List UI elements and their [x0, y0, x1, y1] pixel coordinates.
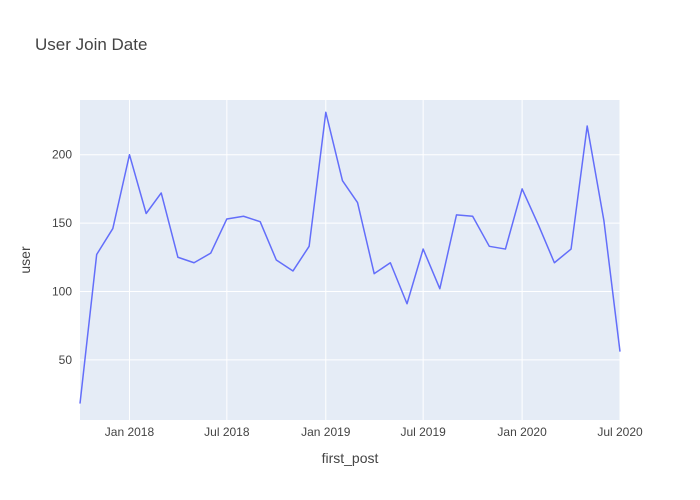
x-tick-label: Jul 2020	[597, 425, 643, 439]
data-point	[618, 350, 622, 354]
data-point	[340, 179, 344, 183]
data-point	[176, 255, 180, 259]
tick-labels: 50 100 150 200 Jan 2018 Jul 2018 Jan 2019 Jul 2…	[52, 148, 643, 439]
data-point	[405, 302, 409, 306]
gridlines	[80, 100, 621, 420]
data-point	[307, 244, 311, 248]
data-point	[503, 247, 507, 251]
data-point	[324, 110, 328, 114]
data-point	[95, 253, 99, 257]
y-tick-label: 200	[52, 148, 72, 162]
plot-area	[80, 100, 620, 420]
data-point	[487, 244, 491, 248]
x-tick-label: Jul 2019	[400, 425, 446, 439]
data-point	[159, 191, 163, 195]
data-point	[471, 214, 475, 218]
data-point	[569, 247, 573, 251]
chart-title: User Join Date	[35, 35, 147, 54]
x-tick-label: Jan 2018	[105, 425, 155, 439]
data-point	[242, 214, 246, 218]
x-axis-title: first_post	[322, 450, 379, 466]
data-point	[372, 272, 376, 276]
y-tick-label: 150	[52, 216, 72, 230]
data-point	[291, 269, 295, 273]
data-point	[258, 220, 262, 224]
y-tick-label: 100	[52, 284, 72, 298]
data-point	[388, 261, 392, 265]
data-point	[111, 227, 115, 231]
data-point	[127, 153, 131, 157]
x-tick-label: Jan 2020	[497, 425, 547, 439]
data-point	[552, 261, 556, 265]
data-point	[78, 402, 82, 406]
data-point	[438, 287, 442, 291]
data-point	[209, 251, 213, 255]
data-point	[537, 224, 541, 228]
data-point	[192, 261, 196, 265]
data-point	[356, 201, 360, 205]
series-layer	[78, 110, 622, 406]
data-point	[144, 212, 148, 216]
x-tick-label: Jan 2019	[301, 425, 351, 439]
data-point	[421, 247, 425, 251]
data-point	[585, 124, 589, 128]
data-point	[602, 218, 606, 222]
data-point	[520, 187, 524, 191]
x-tick-label: Jul 2018	[204, 425, 250, 439]
y-axis-title: user	[17, 246, 33, 274]
data-point	[454, 213, 458, 217]
data-point	[274, 258, 278, 262]
series-line	[79, 111, 621, 404]
data-point	[225, 217, 229, 221]
y-tick-label: 50	[59, 353, 73, 367]
